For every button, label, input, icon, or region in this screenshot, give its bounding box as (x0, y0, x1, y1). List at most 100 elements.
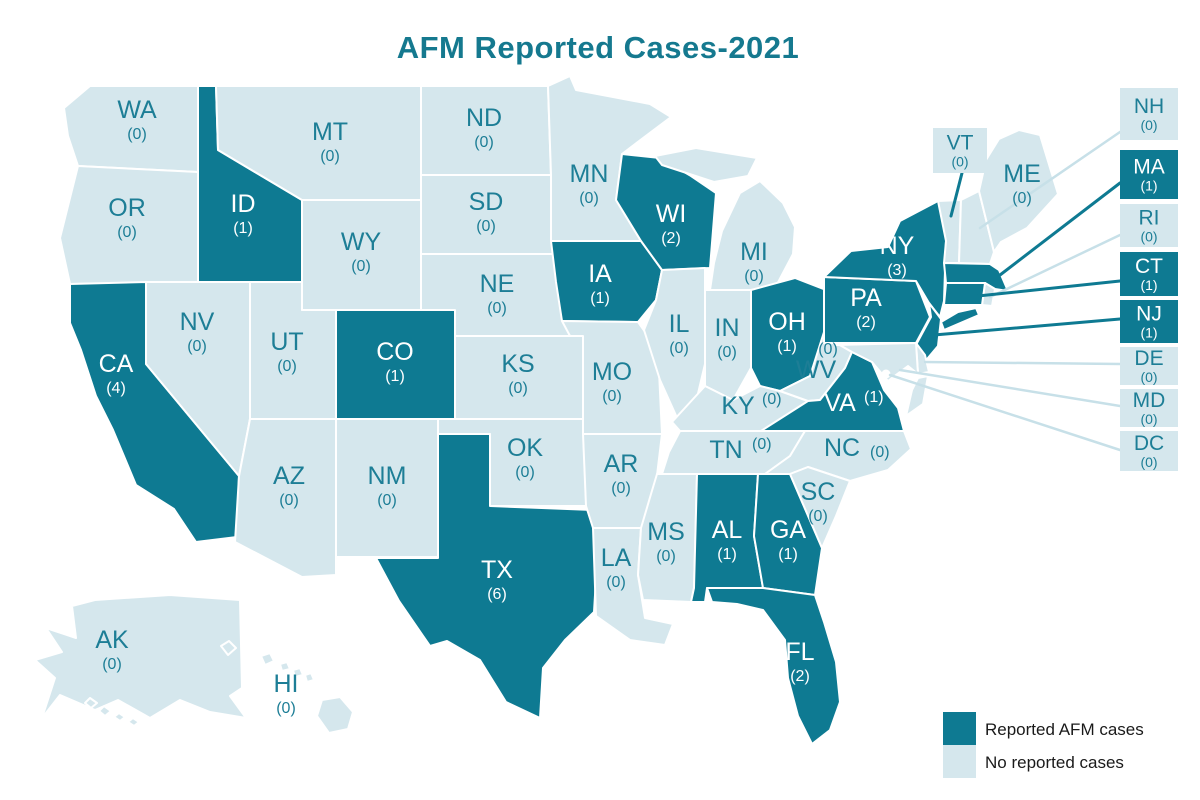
state-count-co: (1) (385, 368, 405, 385)
callout-box-ct (1120, 252, 1178, 296)
state-label-nm: NM (368, 462, 407, 490)
state-label-ar: AR (604, 450, 639, 478)
state-count-fl: (2) (790, 668, 810, 685)
state-count-sd: (0) (476, 218, 496, 235)
callout-box-de (1120, 347, 1178, 385)
state-md (835, 342, 919, 382)
state-label-al: AL (712, 516, 743, 544)
state-label-oh: OH (768, 308, 806, 336)
state-count-nm: (0) (377, 492, 397, 509)
callout-count-ma: (1) (1140, 178, 1157, 194)
state-count-wa: (0) (127, 126, 147, 143)
state-count-ga: (1) (778, 546, 798, 563)
callout-label-nj: NJ (1136, 303, 1162, 326)
state-me (978, 129, 1059, 253)
dc-location-dot (881, 369, 891, 379)
state-label-ga: GA (770, 516, 806, 544)
callout-count-vt: (0) (951, 154, 968, 170)
state-count-nc: (0) (870, 444, 890, 461)
callout-label-ri: RI (1139, 207, 1160, 230)
callout-label-nh: NH (1134, 95, 1164, 118)
leader-line-md (898, 368, 1122, 408)
callout-box-md (1120, 389, 1178, 427)
state-label-ia: IA (588, 260, 612, 288)
states-layer (34, 75, 1059, 745)
legend-label-no-cases: No reported cases (985, 753, 1124, 772)
state-count-ms: (0) (656, 548, 676, 565)
state-count-mn: (0) (579, 190, 599, 207)
callout-box-nj (1120, 300, 1178, 343)
callout-boxes-layer: NJ(1)DE(0)MD(0)DC(0)VT(0)NH(0)MA(1)RI(0)… (933, 88, 1178, 471)
state-count-va: (1) (864, 389, 884, 406)
state-labels-layer: WA (0) OR (0) CA (4) NV (0) ID (1) UT (0) AZ (0) MT (0)… (95, 96, 1040, 717)
state-count-nv: (0) (187, 338, 207, 355)
state-label-ny: NY (880, 232, 915, 260)
callout-label-ct: CT (1135, 255, 1163, 278)
state-label-ak: AK (95, 626, 129, 654)
state-label-tn: TN (709, 436, 742, 464)
state-count-ca: (4) (106, 380, 126, 397)
state-count-or: (0) (117, 224, 137, 241)
state-label-ms: MS (647, 518, 685, 546)
callout-count-nh: (0) (1140, 117, 1157, 133)
state-label-wy: WY (341, 228, 382, 256)
callout-count-dc: (0) (1140, 454, 1157, 470)
state-count-me: (0) (1012, 190, 1032, 207)
state-label-in: IN (715, 314, 740, 342)
state-label-hi: HI (274, 670, 299, 698)
state-label-wv: WV (796, 356, 837, 384)
state-mi (654, 147, 796, 291)
state-count-wy: (0) (351, 258, 371, 275)
state-label-va: VA (824, 389, 856, 417)
callout-count-md: (0) (1140, 411, 1157, 427)
callout-box-nh (1120, 88, 1178, 140)
state-count-mo: (0) (602, 388, 622, 405)
state-count-al: (1) (717, 546, 737, 563)
state-label-pa: PA (850, 284, 882, 312)
state-count-ia: (1) (590, 290, 610, 307)
state-count-hi: (0) (276, 700, 296, 717)
callout-label-md: MD (1133, 389, 1166, 412)
state-count-ks: (0) (508, 380, 528, 397)
leader-line-vt (949, 171, 964, 218)
state-count-id: (1) (233, 220, 253, 237)
state-count-nd: (0) (474, 134, 494, 151)
state-count-mt: (0) (320, 148, 340, 165)
state-tx (375, 433, 598, 719)
legend: Reported AFM cases No reported cases (943, 712, 1144, 778)
state-hi (220, 640, 354, 734)
state-label-nc: NC (824, 434, 860, 462)
state-ak (34, 594, 247, 727)
callout-box-dc (1120, 431, 1178, 471)
legend-swatch-no-cases (943, 745, 976, 778)
state-count-tx: (6) (487, 586, 507, 603)
state-label-tx: TX (481, 556, 513, 584)
callout-count-nj: (1) (1140, 325, 1157, 341)
state-label-co: CO (376, 338, 414, 366)
state-label-nd: ND (466, 104, 502, 132)
state-count-in: (0) (717, 344, 737, 361)
leader-lines-layer (888, 130, 1122, 452)
state-label-wi: WI (656, 200, 687, 228)
callout-label-de: DE (1134, 347, 1163, 370)
state-count-ne: (0) (487, 300, 507, 317)
state-count-wi: (2) (661, 230, 681, 247)
state-wi (615, 153, 717, 271)
callout-label-vt: VT (947, 132, 974, 155)
state-count-ak: (0) (102, 656, 122, 673)
state-count-pa: (2) (856, 314, 876, 331)
callout-box-vt (933, 128, 987, 173)
state-label-il: IL (669, 310, 690, 338)
state-nh (958, 190, 995, 265)
callout-label-ma: MA (1133, 156, 1165, 179)
state-label-mt: MT (312, 118, 348, 146)
callout-count-de: (0) (1140, 369, 1157, 385)
legend-label-reported: Reported AFM cases (985, 720, 1144, 739)
leader-line-ri (988, 233, 1122, 299)
state-label-or: OR (108, 194, 146, 222)
state-label-sd: SD (469, 188, 504, 216)
callout-count-ct: (1) (1140, 277, 1157, 293)
state-label-ut: UT (270, 328, 303, 356)
